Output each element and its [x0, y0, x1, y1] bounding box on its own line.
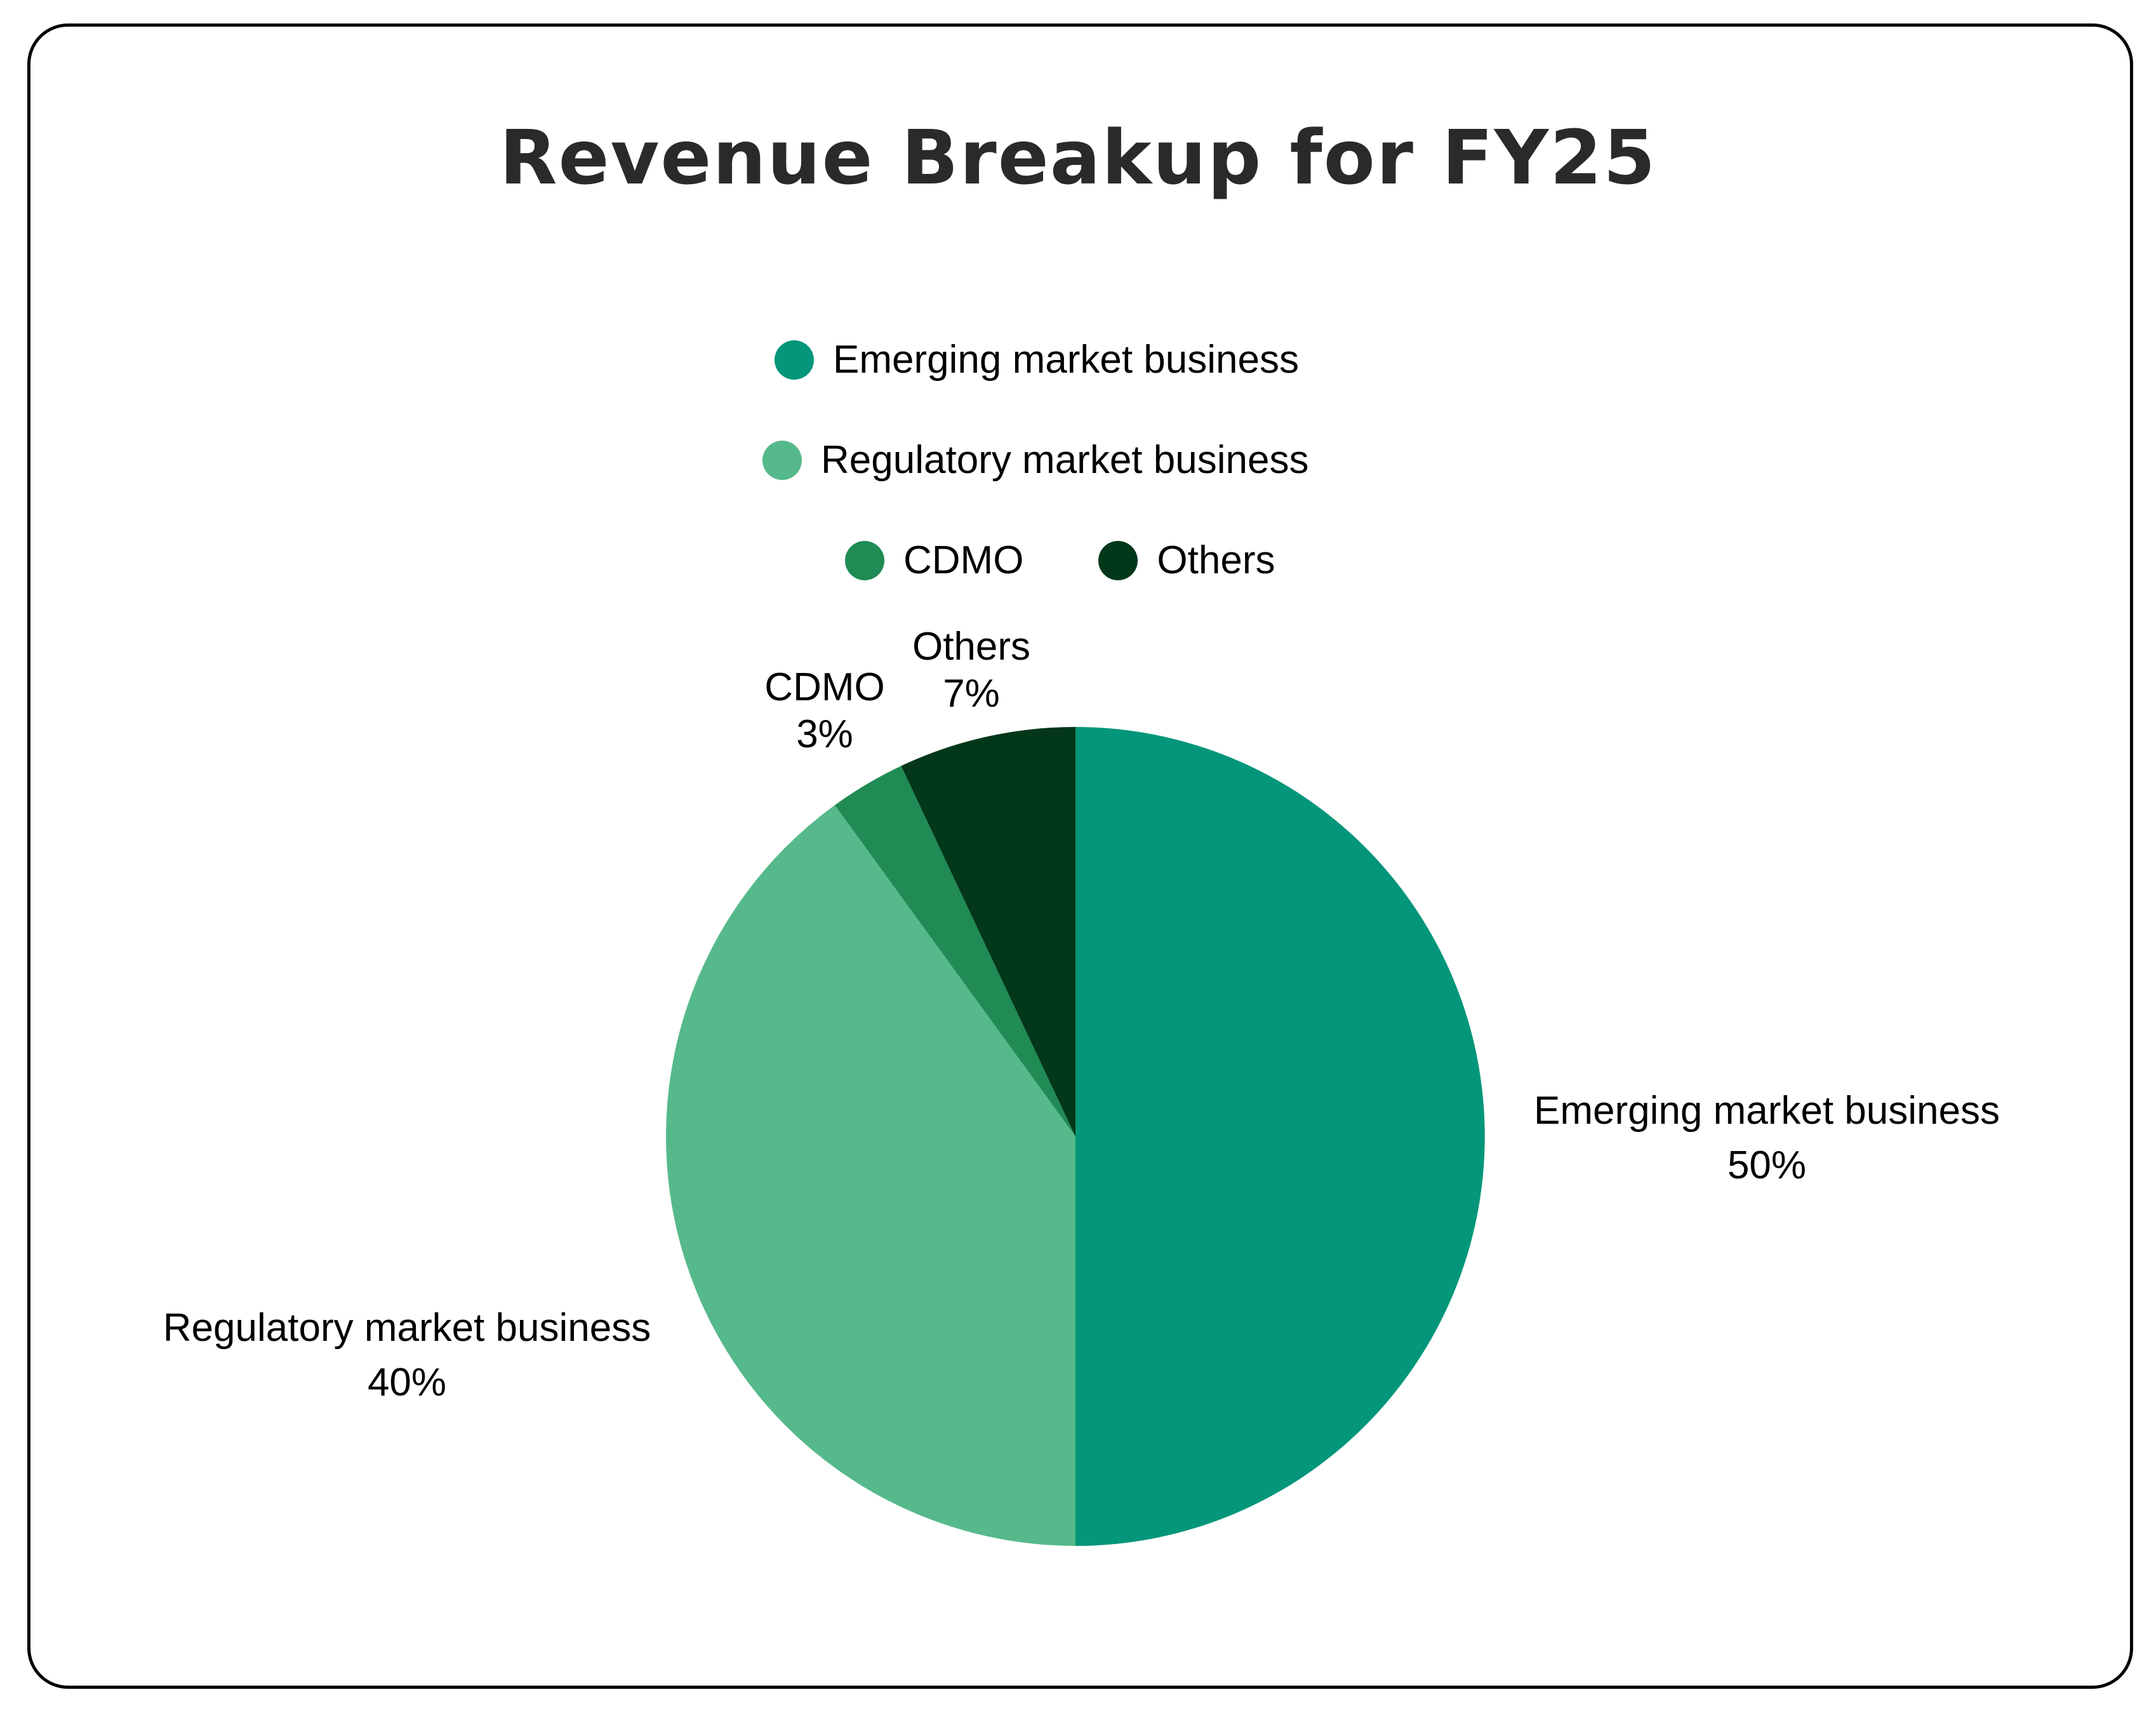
data-label-name: CDMO — [764, 665, 885, 709]
legend-item-regulatory[interactable]: Regulatory market business — [762, 440, 1308, 481]
legend-label: Regulatory market business — [821, 438, 1309, 482]
data-label-value: 50% — [1727, 1143, 1807, 1187]
slice-regulatory[interactable] — [666, 805, 1075, 1546]
data-label-regulatory: Regulatory market business 40% — [163, 1301, 651, 1410]
legend-label: Others — [1157, 538, 1275, 582]
legend-item-cdmo[interactable]: CDMO — [845, 540, 1023, 581]
legend-label: Emerging market business — [833, 338, 1299, 382]
slice-cdmo[interactable] — [834, 766, 1075, 1136]
legend-label: CDMO — [903, 538, 1024, 582]
data-label-cdmo: CDMO 3% — [764, 664, 884, 758]
legend-dot-icon — [845, 541, 884, 580]
legend-row-1: Emerging market business — [775, 340, 1299, 380]
legend-dot-icon — [775, 340, 814, 380]
legend-item-others[interactable]: Others — [1098, 540, 1275, 581]
data-label-others: Others 7% — [912, 623, 1030, 717]
data-label-value: 40% — [367, 1361, 447, 1404]
slice-others[interactable] — [901, 727, 1075, 1136]
data-label-name: Emerging market business — [1534, 1089, 2000, 1133]
data-label-emerging: Emerging market business 50% — [1534, 1084, 2000, 1193]
data-label-value: 3% — [796, 712, 853, 756]
legend-item-emerging[interactable]: Emerging market business — [775, 340, 1299, 380]
legend-row-3: CDMO Others — [845, 540, 1275, 581]
legend-dot-icon — [1098, 541, 1138, 580]
legend-row-2: Regulatory market business — [762, 440, 1308, 481]
legend-dot-icon — [762, 441, 802, 480]
chart-title: Revenue Breakup for FY25 — [499, 114, 1657, 201]
slice-emerging[interactable] — [1075, 727, 1485, 1546]
data-label-name: Others — [912, 625, 1031, 669]
data-label-value: 7% — [943, 672, 1000, 716]
data-label-name: Regulatory market business — [163, 1306, 651, 1350]
